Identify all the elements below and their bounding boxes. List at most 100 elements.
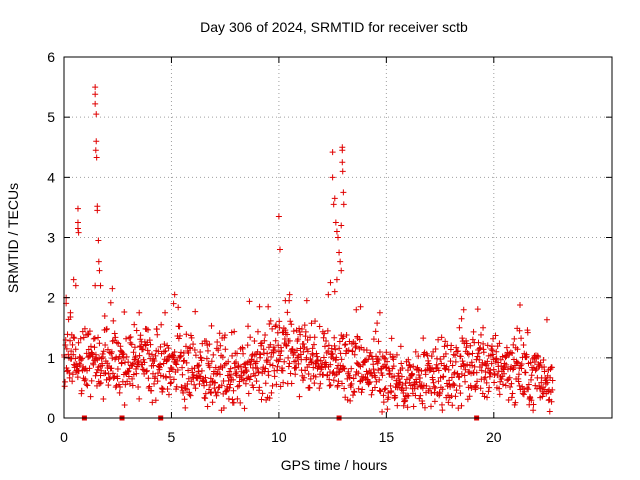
data-point <box>284 309 291 316</box>
data-point <box>103 376 110 383</box>
data-point <box>97 282 104 289</box>
data-point <box>150 362 157 369</box>
data-point <box>374 360 381 367</box>
data-point <box>188 378 195 385</box>
data-point <box>105 370 112 377</box>
data-point <box>75 339 82 346</box>
data-point <box>457 390 464 397</box>
data-point <box>195 363 202 370</box>
data-point <box>449 402 456 409</box>
data-point <box>496 391 503 398</box>
data-point <box>300 348 307 355</box>
data-point <box>216 330 223 337</box>
data-point <box>75 367 82 374</box>
chart-title: Day 306 of 2024, SRMTID for receiver sct… <box>200 19 468 35</box>
data-point <box>226 384 233 391</box>
data-point <box>78 387 85 394</box>
data-point <box>368 391 375 398</box>
data-point <box>452 393 459 400</box>
data-point <box>97 372 104 379</box>
data-point <box>474 306 481 313</box>
data-point <box>331 342 338 349</box>
data-point <box>459 358 466 365</box>
data-point <box>237 399 244 406</box>
data-point <box>113 339 120 346</box>
data-point <box>312 360 319 367</box>
data-point <box>362 357 369 364</box>
data-point <box>381 386 388 393</box>
data-point <box>136 395 143 402</box>
data-point <box>308 320 315 327</box>
data-point <box>497 356 504 363</box>
data-point <box>465 351 472 358</box>
data-point <box>265 372 272 379</box>
data-point <box>158 321 165 328</box>
data-point <box>286 291 293 298</box>
data-point <box>433 361 440 368</box>
data-point <box>244 342 251 349</box>
data-point <box>67 337 74 344</box>
data-point <box>329 149 336 156</box>
data-point <box>247 334 254 341</box>
data-point <box>381 354 388 361</box>
data-point <box>90 335 97 342</box>
data-point <box>541 368 548 375</box>
data-point <box>402 393 409 400</box>
data-point <box>286 360 293 367</box>
data-point <box>76 362 83 369</box>
data-point <box>170 300 177 307</box>
data-point <box>170 354 177 361</box>
data-point <box>81 377 88 384</box>
data-point <box>477 385 484 392</box>
data-point <box>421 404 428 411</box>
data-point <box>266 395 273 402</box>
y-tick-labels: 0 1 2 3 4 5 6 <box>47 49 55 426</box>
data-point <box>480 324 487 331</box>
data-point <box>265 303 272 310</box>
data-point <box>336 345 343 352</box>
data-point <box>520 391 527 398</box>
data-point <box>276 324 283 331</box>
data-point <box>103 326 110 333</box>
data-point <box>330 201 337 208</box>
data-point <box>320 354 327 361</box>
data-point <box>348 365 355 372</box>
data-point <box>83 381 90 388</box>
data-point <box>191 381 198 388</box>
data-point <box>365 380 372 387</box>
data-point <box>190 341 197 348</box>
data-point <box>290 351 297 358</box>
data-point <box>227 381 234 388</box>
data-point <box>95 258 102 265</box>
data-point <box>340 201 347 208</box>
data-point <box>454 348 461 355</box>
data-point <box>439 386 446 393</box>
data-point <box>435 378 442 385</box>
data-point <box>507 384 514 391</box>
data-point <box>215 384 222 391</box>
data-point <box>380 399 387 406</box>
data-point <box>430 368 437 375</box>
data-point <box>192 308 199 315</box>
data-point <box>455 405 462 412</box>
data-point <box>443 363 450 370</box>
data-point <box>225 377 232 384</box>
data-point <box>314 353 321 360</box>
data-point <box>522 369 529 376</box>
data-point <box>123 353 130 360</box>
data-point <box>92 147 99 154</box>
data-point <box>300 340 307 347</box>
data-point <box>256 303 263 310</box>
data-point <box>74 374 81 381</box>
data-point <box>333 354 340 361</box>
data-point <box>343 332 350 339</box>
data-point <box>129 382 136 389</box>
data-point <box>301 322 308 329</box>
data-point <box>340 365 347 372</box>
data-point <box>480 349 487 356</box>
data-point <box>96 340 103 347</box>
data-point <box>253 358 260 365</box>
data-point <box>136 352 143 359</box>
data-point <box>69 371 76 378</box>
data-point <box>132 353 139 360</box>
